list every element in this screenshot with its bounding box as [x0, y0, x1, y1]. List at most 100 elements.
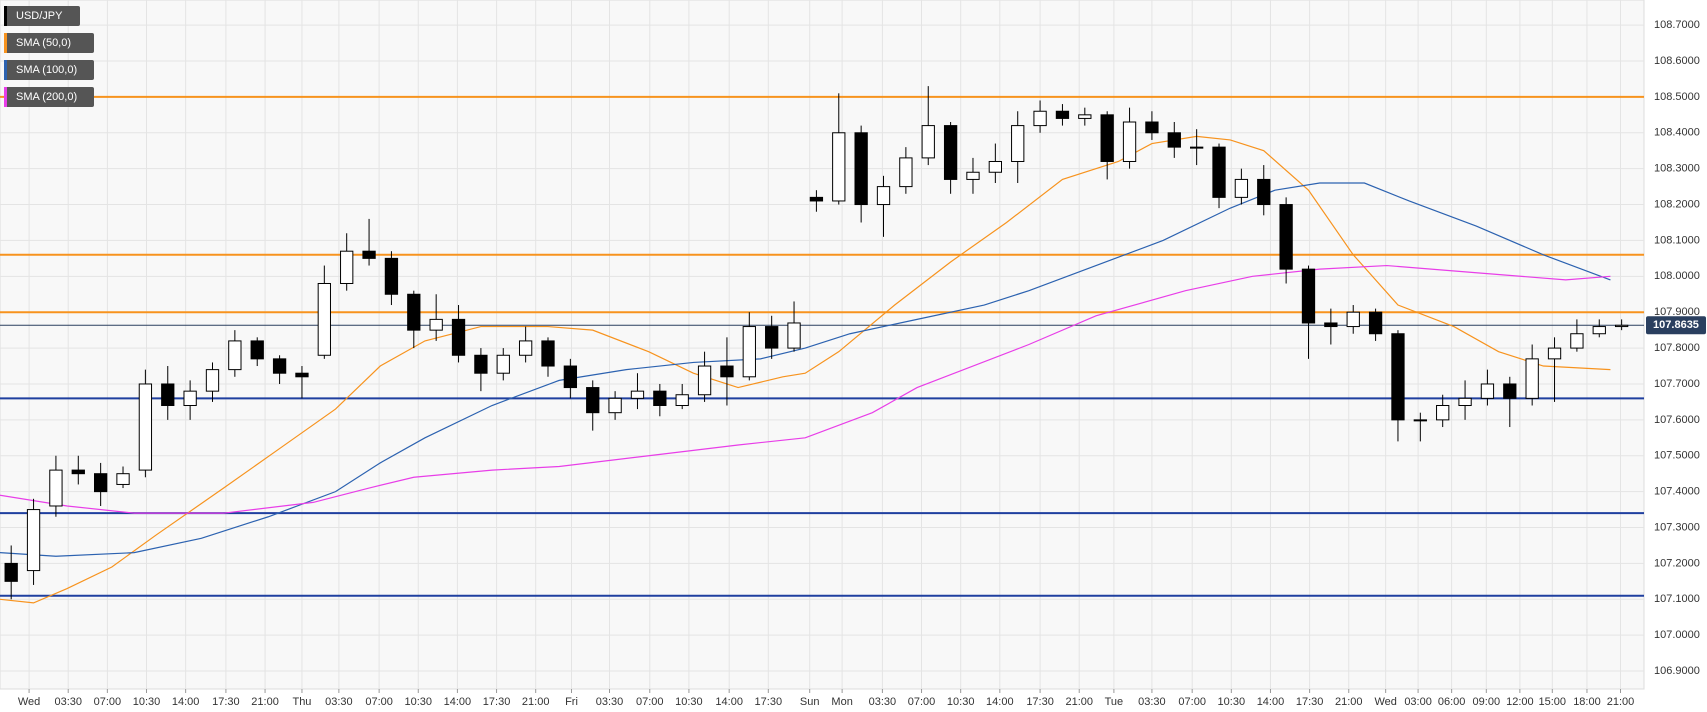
x-tick-label: 07:00: [1178, 696, 1206, 708]
y-tick-label: 108.5000: [1654, 91, 1700, 103]
y-tick-label: 107.3000: [1654, 521, 1700, 533]
candle-body: [809, 196, 824, 202]
candle-body: [362, 250, 376, 259]
candle-body: [451, 318, 466, 356]
legend-label: SMA (200,0): [16, 91, 77, 103]
x-tick-label: Wed: [18, 696, 40, 708]
y-tick-label: 107.9000: [1654, 306, 1700, 318]
sma-line: [0, 135, 1611, 604]
candle-body: [1145, 121, 1159, 134]
x-tick-label: 07:00: [908, 696, 936, 708]
x-tick-label: 06:00: [1438, 696, 1466, 708]
last-price-label: 107.8635: [1653, 319, 1699, 331]
y-tick-label: 107.5000: [1654, 450, 1700, 462]
candle-body: [49, 469, 63, 507]
candle-body: [966, 171, 980, 180]
candle-body: [317, 282, 331, 356]
x-tick-label: 14:00: [444, 696, 472, 708]
candle-body: [1436, 405, 1450, 421]
candle-body: [116, 473, 130, 485]
candle-body: [1122, 121, 1137, 162]
candle-body: [899, 157, 913, 188]
y-tick-label: 108.7000: [1654, 19, 1700, 31]
candle-body: [541, 340, 555, 367]
x-tick-label: Fri: [565, 696, 578, 708]
y-tick-label: 108.0000: [1654, 270, 1700, 282]
x-tick-label: 17:30: [755, 696, 783, 708]
legend-label: SMA (100,0): [16, 64, 77, 76]
candle-body: [943, 125, 958, 180]
y-tick-label: 106.9000: [1654, 665, 1700, 677]
candle-body: [161, 383, 175, 407]
candle-body: [720, 365, 734, 378]
candle-body: [138, 383, 153, 471]
x-tick-label: Sun: [800, 696, 820, 708]
legend: USD/JPY SMA (50,0) SMA (100,0) SMA (200,0): [4, 6, 94, 107]
candle-body: [1614, 324, 1629, 328]
candle-body: [250, 340, 264, 360]
x-tick-label: 21:00: [522, 696, 550, 708]
x-tick-label: 17:30: [212, 696, 240, 708]
candle-body: [340, 250, 354, 284]
y-tick-label: 108.1000: [1654, 234, 1700, 246]
legend-swatch: [4, 6, 7, 26]
x-tick-label: 17:30: [1026, 696, 1054, 708]
x-tick-label: 07:00: [365, 696, 393, 708]
sma-line: [0, 264, 1611, 514]
x-tick-label: 14:00: [715, 696, 743, 708]
candle-body: [765, 326, 779, 349]
candle-body: [94, 473, 108, 493]
candle-body: [1458, 397, 1472, 407]
legend-box: [4, 33, 94, 53]
candle-body: [675, 394, 689, 407]
y-tick-label: 108.6000: [1654, 55, 1700, 67]
candle-body: [787, 322, 801, 349]
x-tick-label: 03:30: [596, 696, 624, 708]
candle-body: [429, 318, 443, 331]
candle-body: [1190, 146, 1204, 149]
candle-body: [1279, 204, 1293, 270]
candle-body: [653, 390, 667, 407]
y-tick-label: 107.7000: [1654, 378, 1700, 390]
x-tick-label: 10:30: [405, 696, 433, 708]
x-tick-label: 21:00: [1065, 696, 1093, 708]
candle-body: [832, 132, 846, 202]
candle-body: [876, 186, 891, 206]
candle-body: [1547, 347, 1562, 360]
candle-body: [183, 390, 197, 407]
candle-body: [1480, 383, 1495, 399]
candle-body: [26, 509, 41, 572]
x-tick-label: 10:30: [1218, 696, 1246, 708]
candle-body: [1503, 383, 1517, 399]
x-tick-label: 07:00: [94, 696, 122, 708]
legend-box: [4, 87, 94, 107]
legend-swatch: [4, 87, 7, 107]
candle-body: [1592, 326, 1606, 335]
candle-body: [586, 387, 600, 414]
x-tick-label: 18:00: [1573, 696, 1601, 708]
candle-body: [1257, 178, 1271, 206]
plot-area: [0, 0, 1645, 690]
x-tick-label: 10:30: [947, 696, 975, 708]
legend-box: [4, 60, 94, 80]
legend-label: USD/JPY: [16, 10, 63, 22]
candle-body: [1100, 114, 1114, 162]
x-tick-label: 21:00: [251, 696, 279, 708]
candle-body: [1055, 110, 1070, 119]
x-tick-label: 21:00: [1335, 696, 1363, 708]
x-tick-label: 17:30: [1296, 696, 1324, 708]
candle-body: [205, 369, 220, 392]
candle-body: [407, 293, 421, 331]
y-tick-label: 107.8000: [1654, 342, 1700, 354]
x-tick-label: 03:00: [1404, 696, 1432, 708]
x-tick-label: 07:00: [636, 696, 664, 708]
x-tick-label: 03:30: [1138, 696, 1166, 708]
candle-body: [1301, 268, 1316, 324]
y-tick-label: 108.3000: [1654, 163, 1700, 175]
y-tick-label: 107.2000: [1654, 557, 1700, 569]
candle-body: [1346, 311, 1360, 328]
x-tick-label: 10:30: [675, 696, 703, 708]
legend-box: [4, 6, 80, 26]
last-price-box: [1646, 316, 1706, 335]
